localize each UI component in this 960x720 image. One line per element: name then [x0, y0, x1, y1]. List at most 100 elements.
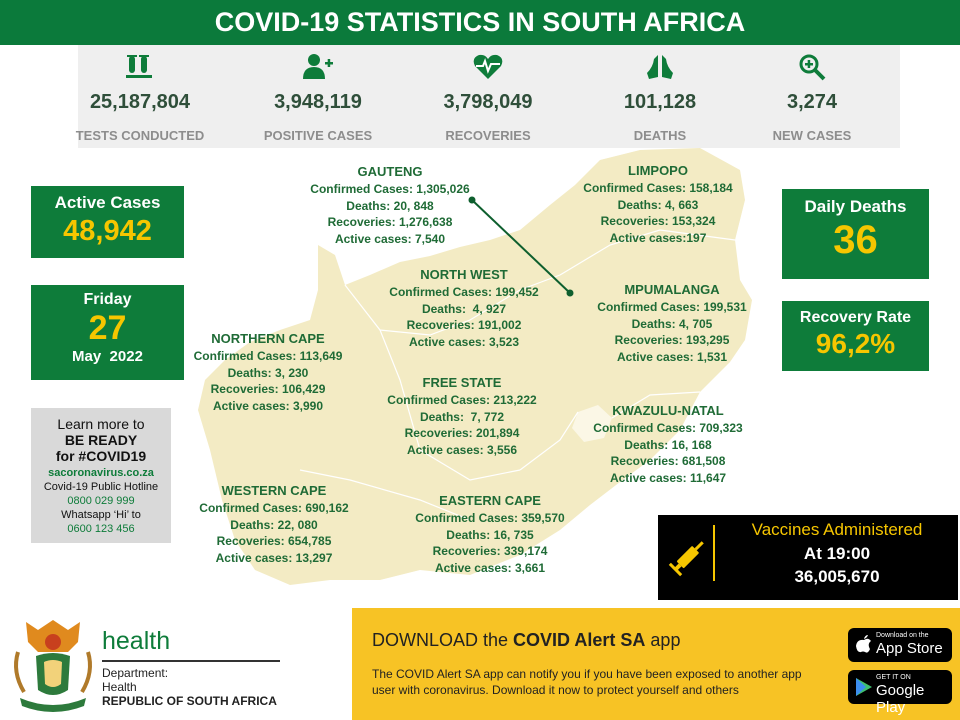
province-line: Recoveries: 681,508: [610, 454, 726, 468]
info-line: Whatsapp ‘Hi’ to: [61, 509, 141, 521]
province-name: KWAZULU-NATAL: [612, 403, 724, 418]
province-block: EASTERN CAPE Confirmed Cases: 359,570 Deat…: [380, 492, 600, 576]
day: 27: [88, 309, 127, 347]
province-line: Confirmed Cases: 158,184: [583, 181, 733, 195]
banner-heading: DOWNLOAD the COVID Alert SA app: [372, 630, 680, 651]
button-big: Google Play: [876, 682, 925, 716]
province-block: FREE STATE Confirmed Cases: 213,222 Deaths…: [352, 374, 572, 458]
apple-icon: [856, 635, 871, 653]
recovery-rate-value: 96,2%: [815, 328, 896, 359]
stat-value: 3,798,049: [443, 91, 533, 113]
province-line: Deaths: 20, 848: [346, 198, 434, 213]
info-line: BE READY: [64, 432, 138, 448]
province-line: Deaths: 4, 705: [631, 316, 713, 331]
stat-value: 25,187,804: [89, 91, 191, 113]
province-name: LIMPOPO: [628, 163, 688, 178]
province-line: Deaths: 7, 772: [419, 409, 505, 424]
button-small: Download on the: [876, 632, 929, 639]
stat-label: NEW CASES: [772, 128, 852, 143]
province-line: Active cases: 3,661: [434, 560, 546, 575]
province-line: Deaths: 16, 168: [624, 437, 712, 452]
stat-value: 3,274: [786, 91, 838, 113]
province-block: KWAZULU-NATAL Confirmed Cases: 709,323 Dea…: [558, 402, 778, 486]
app-store-button[interactable]: Download on the App Store: [848, 628, 952, 662]
province-name: MPUMALANGA: [624, 282, 720, 297]
active-cases-label: Active Cases: [54, 193, 161, 212]
header-title: COVID-19 STATISTICS IN SOUTH AFRICA: [0, 0, 960, 45]
dept-line: Health: [102, 680, 137, 694]
province-line: Confirmed Cases: 213,222: [387, 393, 537, 407]
info-line: for #COVID19: [55, 448, 147, 464]
province-line: Recoveries: 201,894: [404, 426, 520, 440]
province-block: NORTHERN CAPE Confirmed Cases: 113,649 Dea…: [158, 330, 378, 414]
province-name: NORTHERN CAPE: [211, 331, 325, 346]
province-line: Active cases: 11,647: [609, 470, 727, 485]
stat-icon: [647, 55, 673, 79]
province-line: Recoveries: 153,324: [600, 214, 716, 228]
date-box: Friday 27 May 2022: [31, 285, 184, 380]
province-block: NORTH WEST Confirmed Cases: 199,452 Deaths…: [354, 266, 574, 350]
province-line: Active cases: 3,990: [212, 398, 324, 413]
stats-strip: 25,187,804 TESTS CONDUCTED 3,948,119 POSITI…: [76, 45, 900, 148]
weekday: Friday: [83, 291, 132, 308]
province-line: Active cases: 1,531: [616, 349, 728, 364]
info-line: 0600 123 456: [67, 523, 135, 535]
stat-icon: [303, 54, 333, 79]
province-line: Recoveries: 193,295: [614, 333, 730, 347]
heading-bold: COVID Alert SA: [513, 630, 646, 650]
province-line: Confirmed Cases: 1,305,026: [310, 182, 470, 196]
province-line: Confirmed Cases: 690,162: [199, 501, 349, 515]
button-small: GET IT ON: [876, 674, 911, 681]
province-line: Recoveries: 339,174: [432, 544, 548, 558]
heading-end: app: [650, 630, 681, 650]
month-year: May 2022: [72, 348, 143, 365]
info-line: 0800 029 999: [67, 495, 135, 507]
vaccines-title: Vaccines Administered: [751, 520, 923, 539]
info-box: Learn more to BE READY for #COVID19 sacoron…: [31, 408, 171, 543]
stat-label: DEATHS: [633, 128, 687, 143]
province-line: Confirmed Cases: 113,649: [193, 349, 343, 363]
info-line: Covid-19 Public Hotline: [43, 481, 159, 493]
app-banner: DOWNLOAD the COVID Alert SA app The COVI…: [352, 608, 960, 720]
province-line: Confirmed Cases: 359,570: [415, 511, 565, 525]
province-line: Deaths: 4, 663: [617, 197, 699, 212]
google-play-button[interactable]: GET IT ON Google Play: [848, 670, 952, 716]
coat-of-arms: [14, 620, 92, 712]
province-line: Confirmed Cases: 199,531: [597, 300, 747, 314]
province-line: Deaths: 3, 230: [227, 365, 309, 380]
stat-label: RECOVERIES: [445, 128, 531, 143]
province-name: WESTERN CAPE: [221, 483, 327, 498]
province-line: Recoveries: 1,276,638: [327, 215, 453, 229]
active-cases-value: 48,942: [63, 215, 152, 247]
button-big: App Store: [876, 640, 943, 657]
info-line: sacoronavirus.co.za: [48, 467, 154, 479]
brand-rule: [102, 660, 280, 662]
stat-value: 101,128: [623, 91, 697, 113]
pointer-dot: [468, 196, 476, 204]
province-block: MPUMALANGA Confirmed Cases: 199,531 Deaths…: [562, 281, 782, 365]
province-line: Active cases: 13,297: [215, 550, 333, 565]
recovery-rate-label: Recovery Rate: [799, 309, 912, 326]
province-line: Deaths: 16, 735: [446, 527, 534, 542]
play-icon: [856, 678, 872, 696]
province-block: WESTERN CAPE Confirmed Cases: 690,162 Deat…: [164, 482, 384, 566]
dept-line: REPUBLIC OF SOUTH AFRICA: [102, 694, 277, 708]
active-cases-box: Active Cases 48,942: [31, 186, 184, 258]
province-name: EASTERN CAPE: [439, 493, 541, 508]
dept-line: Department:: [102, 666, 169, 680]
stat-value: 3,948,119: [274, 91, 362, 113]
stat-icon: [126, 55, 152, 78]
province-line: Recoveries: 654,785: [216, 534, 332, 548]
banner-text: The COVID Alert SA app can notify you if…: [372, 667, 802, 697]
province-line: Confirmed Cases: 709,323: [593, 421, 743, 435]
province-borders: [299, 229, 736, 521]
province-block: LIMPOPO Confirmed Cases: 158,184 Deaths: 4…: [548, 162, 768, 246]
vaccines-box: Vaccines Administered At 19:00 36,005,67…: [658, 515, 958, 600]
stat-label: TESTS CONDUCTED: [75, 128, 205, 143]
stat-icon: [473, 54, 503, 79]
syringe-icon: [668, 541, 704, 577]
vaccines-value: 36,005,670: [794, 567, 880, 586]
gauteng-pointer: [471, 199, 571, 294]
